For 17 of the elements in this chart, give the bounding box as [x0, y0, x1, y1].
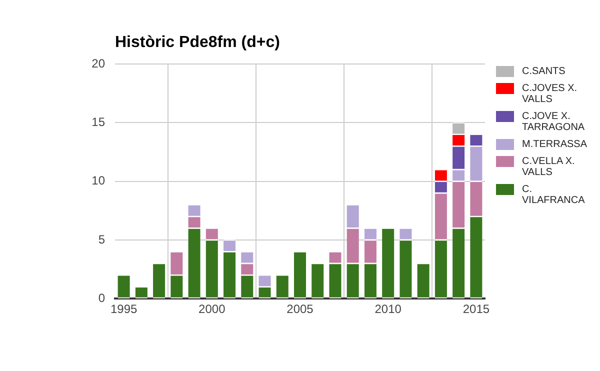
x-tick-label: 2015 [462, 302, 490, 316]
y-tick-label: 20 [92, 56, 106, 70]
x-tick-label: 2010 [374, 302, 402, 316]
x-tick-label: 2005 [286, 302, 314, 316]
legend-label: C.JOVES X. VALLS [522, 83, 578, 105]
legend-label: C.VELLA X. VALLS [522, 156, 576, 178]
legend-label: M.TERRASSA [522, 139, 588, 150]
legend-label: C.SANTS [522, 66, 566, 77]
y-tick-label: 5 [98, 232, 106, 246]
legend-label: C. VILAFRANCA [522, 184, 586, 206]
chart-title: Històric Pde8fm (d+c) [115, 34, 280, 52]
y-tick-label: 10 [92, 174, 106, 188]
x-tick-label: 2000 [198, 302, 226, 316]
y-tick-label: 15 [92, 114, 106, 129]
x-tick-label: 1995 [110, 302, 138, 316]
legend-label: C.JOVE X. TARRAGONA [522, 111, 586, 133]
y-tick-label: 0 [98, 290, 106, 305]
